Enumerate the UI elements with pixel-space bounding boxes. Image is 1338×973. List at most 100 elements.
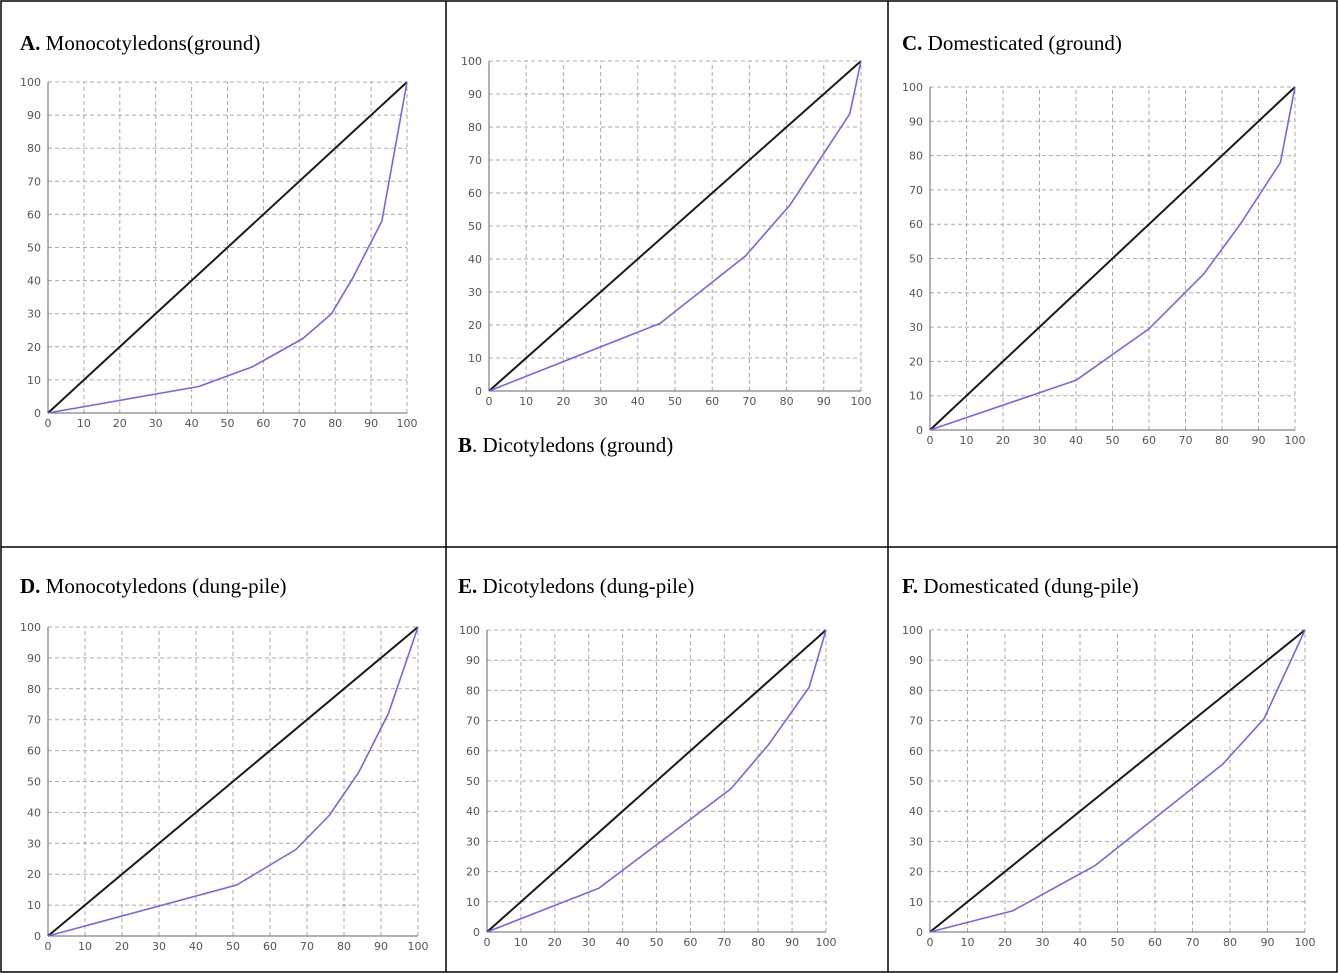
y-tick-label: 0: [34, 407, 41, 420]
x-tick-label: 90: [785, 936, 799, 949]
y-tick-label: 20: [909, 866, 923, 879]
x-tick-label: 90: [817, 395, 831, 408]
y-tick-label: 30: [27, 308, 41, 321]
x-tick-label: 70: [1186, 936, 1200, 949]
y-tick-label: 20: [466, 866, 480, 879]
y-tick-label: 90: [909, 654, 923, 667]
x-tick-label: 10: [514, 936, 528, 949]
y-tick-label: 0: [916, 926, 923, 939]
x-tick-label: 80: [328, 417, 342, 430]
x-tick-label: 0: [927, 434, 934, 447]
chart-d-equality-line: [47, 626, 419, 937]
chart-c-equality-line: [929, 86, 1296, 431]
x-tick-label: 50: [1106, 434, 1120, 447]
x-tick-label: 10: [961, 936, 975, 949]
x-tick-label: 100: [851, 395, 872, 408]
x-tick-label: 70: [292, 417, 306, 430]
panel-a-title: Monocotyledons(ground): [45, 31, 261, 55]
y-tick-label: 70: [466, 715, 480, 728]
panel-c-caption: C. Domesticated (ground): [902, 31, 1122, 55]
y-tick-label: 60: [909, 218, 923, 231]
y-tick-label: 40: [27, 275, 41, 288]
x-tick-label: 60: [705, 395, 719, 408]
x-tick-label: 60: [1148, 936, 1162, 949]
x-tick-label: 0: [45, 417, 52, 430]
panel-a-caption: A. Monocotyledons(ground): [20, 31, 260, 55]
panel-d-letter: D.: [20, 574, 41, 598]
x-tick-label: 20: [998, 936, 1012, 949]
x-tick-label: 20: [996, 434, 1010, 447]
x-tick-label: 40: [189, 940, 203, 953]
chart-d: 0 10 20 30 40 50 60 70 80 90 100 0 10 20 30 40 50 60 70 80 9…: [20, 621, 429, 953]
chart-f: 0 10 20 30 40 50 60 70 80 90 100 0 10 20 30 40 50 60 70 80 9…: [902, 624, 1316, 949]
x-tick-label: 0: [486, 395, 493, 408]
panel-f-title: Domesticated (dung-pile): [923, 574, 1139, 598]
x-tick-label: 60: [263, 940, 277, 953]
x-tick-label: 30: [594, 395, 608, 408]
y-tick-label: 10: [468, 352, 482, 365]
x-tick-label: 80: [1215, 434, 1229, 447]
y-tick-label: 10: [909, 896, 923, 909]
x-tick-label: 30: [152, 940, 166, 953]
x-tick-label: 80: [751, 936, 765, 949]
y-tick-label: 60: [468, 187, 482, 200]
chart-e: 0 10 20 30 40 50 60 70 80 90 100 0 10 20 30 40 50 60 70 80 9…: [459, 624, 837, 949]
x-tick-label: 70: [717, 936, 731, 949]
y-tick-label: 80: [468, 121, 482, 134]
x-tick-label: 0: [484, 936, 491, 949]
x-tick-label: 40: [1069, 434, 1083, 447]
x-tick-label: 90: [374, 940, 388, 953]
chart-c: 0 10 20 30 40 50 60 70 80 90 100 0 10 20 30 40 50 60 70 80 9…: [902, 81, 1306, 447]
x-tick-label: 70: [1179, 434, 1193, 447]
x-tick-label: 100: [816, 936, 837, 949]
chart-b: 0 10 20 30 40 50 60 70 80 90 100 0 10 20 30 40 50 60 70 80 9…: [461, 55, 872, 408]
y-tick-label: 20: [468, 319, 482, 332]
y-tick-label: 50: [27, 776, 41, 789]
x-tick-label: 50: [650, 936, 664, 949]
panel-e-caption: E. Dicotyledons (dung-pile): [458, 574, 694, 598]
x-tick-label: 40: [1073, 936, 1087, 949]
x-tick-label: 30: [149, 417, 163, 430]
y-tick-label: 100: [20, 621, 41, 634]
y-tick-label: 10: [466, 896, 480, 909]
x-tick-label: 10: [78, 940, 92, 953]
y-tick-label: 100: [461, 55, 482, 68]
y-tick-label: 90: [27, 652, 41, 665]
y-tick-label: 40: [27, 806, 41, 819]
y-tick-label: 10: [909, 390, 923, 403]
y-tick-label: 50: [909, 775, 923, 788]
chart-e-cumulative-curve: [486, 629, 827, 933]
x-tick-label: 10: [960, 434, 974, 447]
x-tick-label: 90: [1252, 434, 1266, 447]
y-tick-label: 0: [916, 424, 923, 437]
x-tick-label: 80: [780, 395, 794, 408]
x-tick-label: 0: [45, 940, 52, 953]
panel-e-letter: E.: [458, 574, 478, 598]
x-tick-label: 60: [683, 936, 697, 949]
x-tick-label: 10: [77, 417, 91, 430]
y-tick-label: 10: [27, 899, 41, 912]
y-tick-label: 20: [27, 868, 41, 881]
x-tick-label: 50: [226, 940, 240, 953]
x-tick-label: 80: [1223, 936, 1237, 949]
y-tick-label: 0: [34, 930, 41, 943]
x-tick-label: 60: [256, 417, 270, 430]
y-tick-label: 70: [909, 715, 923, 728]
x-tick-label: 100: [1295, 936, 1316, 949]
y-tick-label: 30: [466, 835, 480, 848]
y-tick-label: 100: [20, 76, 41, 89]
y-tick-label: 30: [909, 835, 923, 848]
x-tick-label: 100: [408, 940, 429, 953]
y-tick-label: 30: [468, 286, 482, 299]
x-tick-label: 30: [1036, 936, 1050, 949]
y-tick-label: 50: [468, 220, 482, 233]
y-tick-label: 10: [27, 374, 41, 387]
y-tick-label: 0: [473, 926, 480, 939]
chart-a: 0 10 20 30 40 50 60 70 80 90 100 0 10 20 30 40 50 60 70 80 9…: [20, 76, 418, 430]
x-tick-label: 0: [927, 936, 934, 949]
chart-d-cumulative-curve: [47, 626, 419, 937]
y-tick-label: 100: [902, 81, 923, 94]
y-tick-label: 80: [27, 683, 41, 696]
panel-b-caption: B. Dicotyledons (ground): [458, 433, 673, 457]
y-tick-label: 50: [909, 253, 923, 266]
